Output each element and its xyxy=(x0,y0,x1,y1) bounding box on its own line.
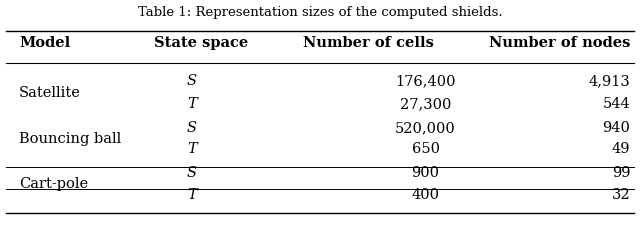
Text: 99: 99 xyxy=(612,166,630,180)
Text: 650: 650 xyxy=(412,142,440,156)
Text: Number of cells: Number of cells xyxy=(303,36,433,50)
Text: 176,400: 176,400 xyxy=(396,74,456,88)
Text: Satellite: Satellite xyxy=(19,86,81,100)
Text: T: T xyxy=(187,97,197,111)
Text: Bouncing ball: Bouncing ball xyxy=(19,132,122,146)
Text: 27,300: 27,300 xyxy=(400,97,451,111)
Text: 32: 32 xyxy=(612,188,630,202)
Text: Cart-pole: Cart-pole xyxy=(19,177,88,191)
Text: 49: 49 xyxy=(612,142,630,156)
Text: Table 1: Representation sizes of the computed shields.: Table 1: Representation sizes of the com… xyxy=(138,6,502,19)
Text: 4,913: 4,913 xyxy=(589,74,630,88)
Text: State space: State space xyxy=(154,36,249,50)
Text: 900: 900 xyxy=(412,166,440,180)
Text: T: T xyxy=(187,188,197,202)
Text: 520,000: 520,000 xyxy=(396,121,456,135)
Text: 544: 544 xyxy=(603,97,630,111)
Text: 940: 940 xyxy=(602,121,630,135)
Text: 400: 400 xyxy=(412,188,440,202)
Text: S: S xyxy=(187,166,197,180)
Text: S: S xyxy=(187,74,197,88)
Text: Model: Model xyxy=(19,36,70,50)
Text: T: T xyxy=(187,142,197,156)
Text: Number of nodes: Number of nodes xyxy=(489,36,630,50)
Text: S: S xyxy=(187,121,197,135)
